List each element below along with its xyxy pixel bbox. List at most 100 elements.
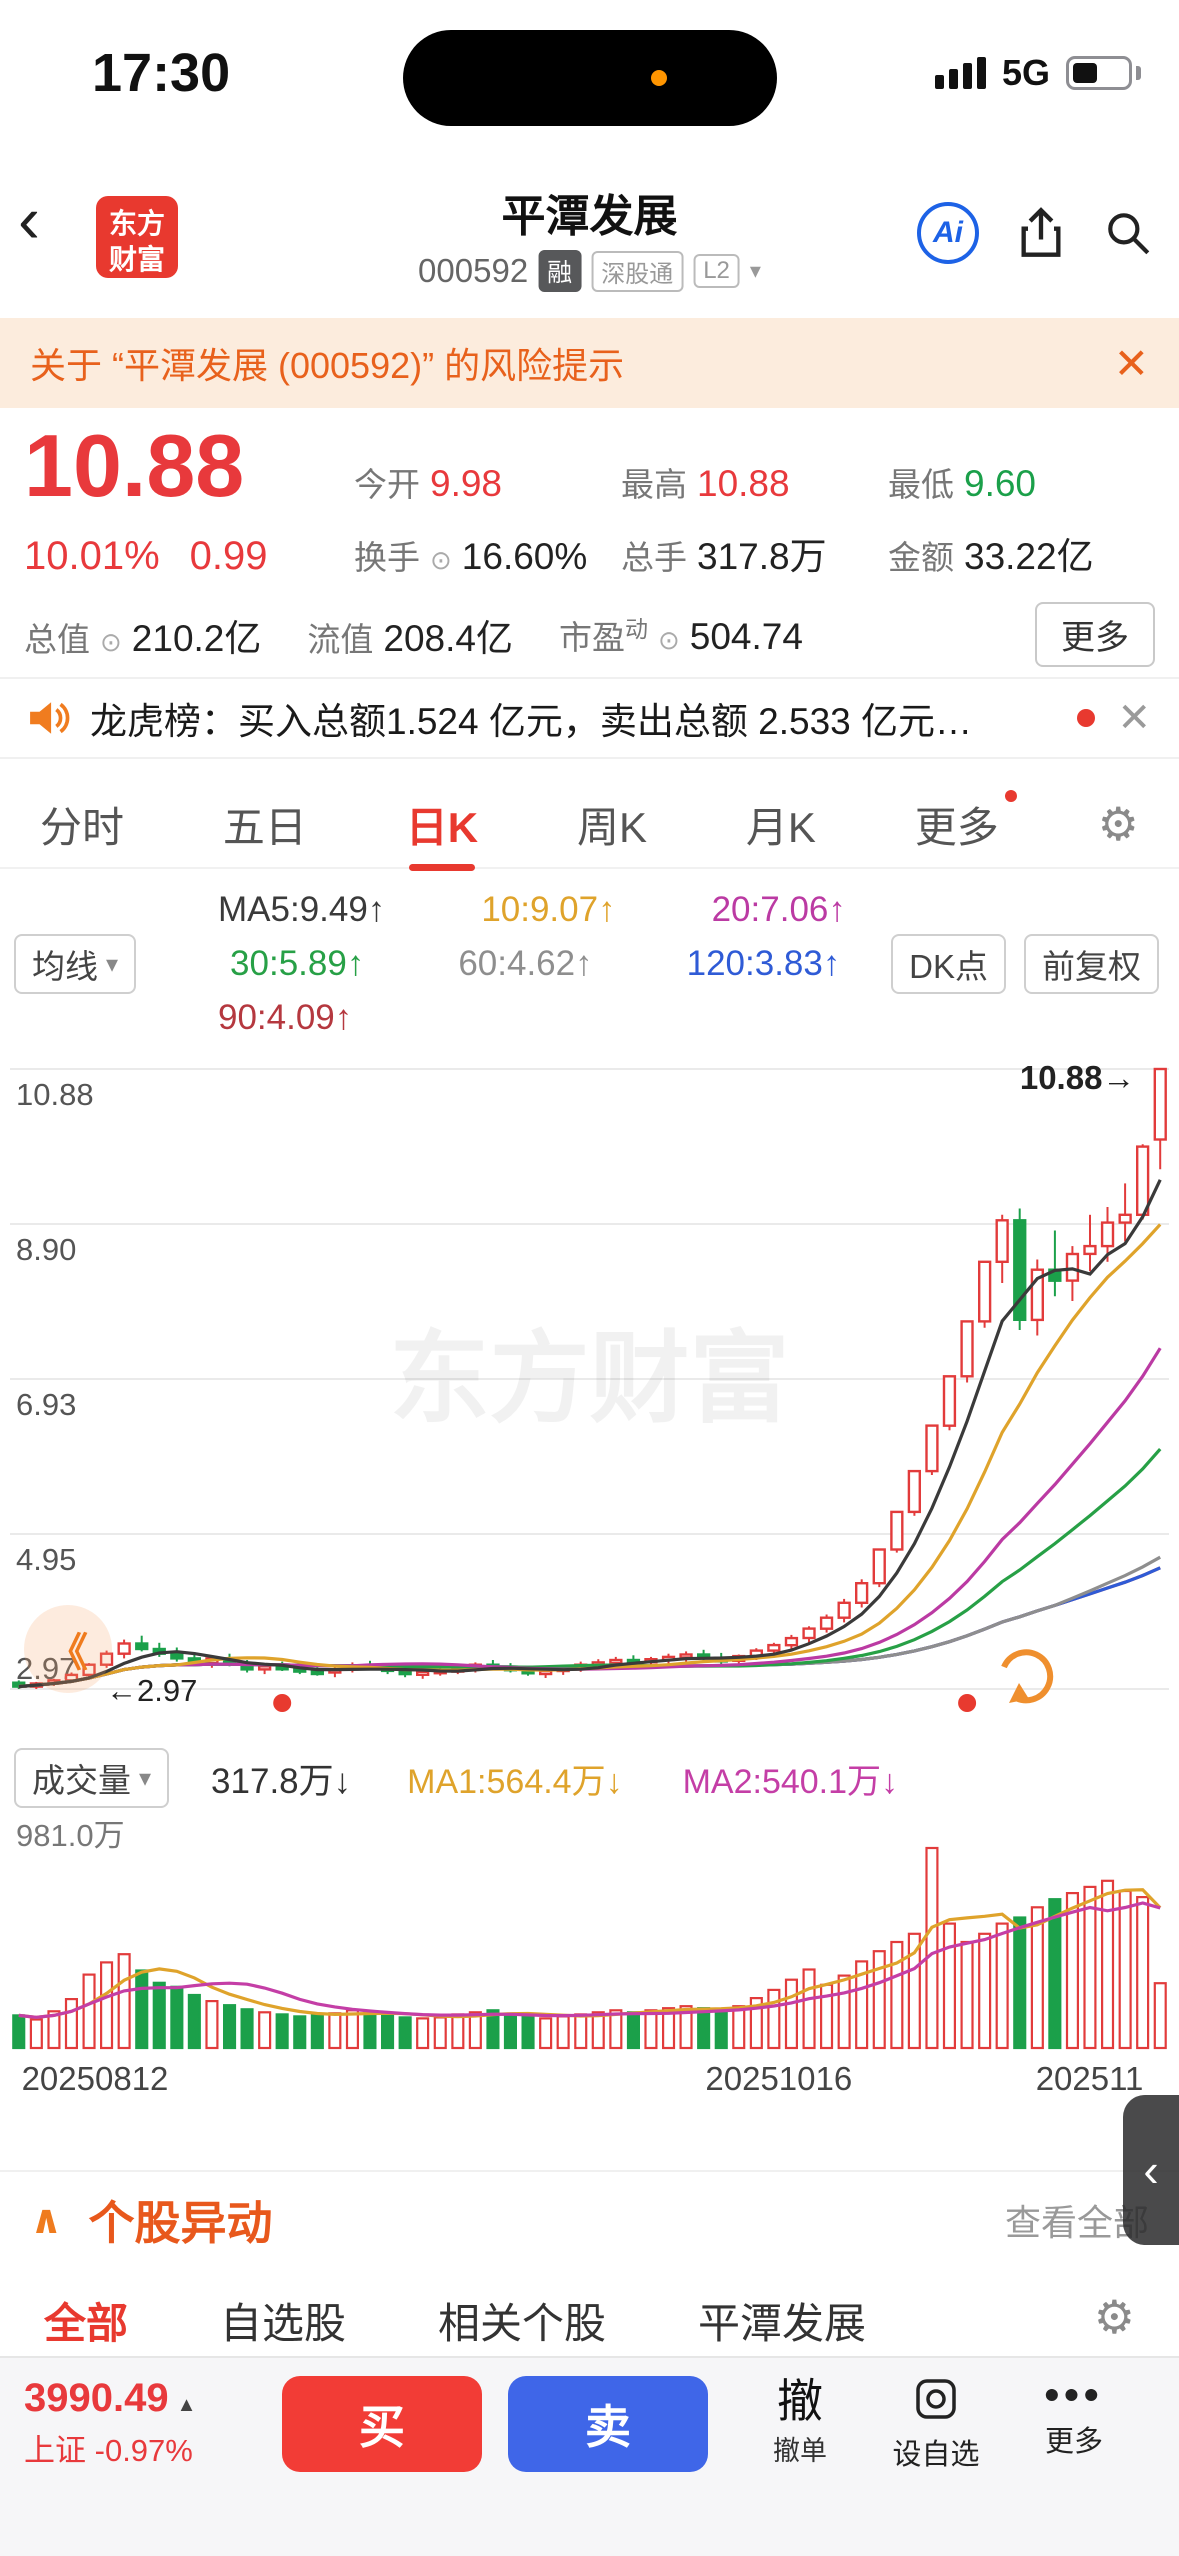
ma120-label: 120:3.83↑: [686, 944, 841, 983]
ai-button[interactable]: Ai: [917, 202, 979, 264]
tab-more[interactable]: 更多: [915, 789, 1017, 855]
svg-text:8.90: 8.90: [16, 1232, 76, 1267]
risk-warning-banner[interactable]: 关于 “平潭发展 (000592)” 的风险提示 ✕: [0, 318, 1179, 408]
close-icon[interactable]: ✕: [1117, 696, 1151, 740]
collapse-left-button[interactable]: 《: [24, 1605, 112, 1693]
ma20-label: 20:7.06↑: [711, 890, 846, 929]
floatcap-value: 208.4亿: [383, 617, 513, 659]
camera-indicator-dot: [650, 70, 667, 86]
adjust-mode-button[interactable]: 前复权: [1024, 934, 1159, 994]
stock-code: 000592: [418, 252, 529, 289]
add-watchlist-button[interactable]: 设自选: [886, 2376, 986, 2473]
ma30-label: 30:5.89↑: [230, 944, 365, 983]
info-icon[interactable]: ⊙: [657, 625, 680, 655]
pe-label: 市盈动: [558, 616, 648, 656]
x-axis-label: 20251016: [705, 2060, 853, 2097]
risk-warning-text: 关于 “平潭发展 (000592)” 的风险提示: [30, 345, 625, 386]
dragon-tiger-banner[interactable]: 龙虎榜：买入总额1.524 亿元，卖出总额 2.533 亿元… ✕: [0, 677, 1179, 759]
level2-badge: L2: [693, 254, 740, 288]
volume-chart-area: 981.0万: [10, 1810, 1169, 2054]
buy-button[interactable]: 买: [282, 2376, 482, 2472]
tab-5day[interactable]: 五日: [222, 803, 307, 851]
change-percent: 10.01%: [24, 534, 160, 578]
search-icon[interactable]: [1103, 208, 1153, 258]
clock: 17:30: [92, 43, 231, 103]
index-quote[interactable]: 3990.49 ▲ 上证 -0.97%: [0, 2376, 250, 2470]
svg-text:4.95: 4.95: [16, 1542, 76, 1577]
watchlist-icon: [916, 2379, 956, 2419]
margin-badge: 融: [538, 250, 582, 292]
info-icon[interactable]: ⊙: [100, 626, 122, 657]
gear-icon[interactable]: ⚙: [1093, 2291, 1135, 2343]
tab-daily-k[interactable]: 日K: [406, 794, 478, 855]
speaker-icon: [30, 702, 70, 734]
ma-selector-button[interactable]: 均线 ▾: [14, 934, 137, 994]
volume-ma1-label: MA1:564.4万↓: [407, 1762, 623, 1801]
eastmoney-logo: 东方 财富: [96, 196, 178, 278]
mktcap-label: 总值: [24, 620, 90, 658]
dragon-tiger-text: 龙虎榜：买入总额1.524 亿元，卖出总额 2.533 亿元…: [90, 701, 973, 742]
status-bar: 17:30 5G: [0, 0, 1179, 180]
trade-bar: 3990.49 ▲ 上证 -0.97% 买 卖 撤 撤单 设自选 ••• 更多: [0, 2356, 1179, 2556]
current-volume: 317.8万↓: [211, 1761, 352, 1801]
cancel-order-button[interactable]: 撤 撤单: [773, 2375, 827, 2466]
volume-ma2-label: MA2:540.1万↓: [682, 1762, 899, 1801]
battery-icon: [1066, 56, 1132, 90]
close-icon[interactable]: ✕: [1113, 339, 1149, 387]
volume-header: 成交量 ▾ 317.8万↓ MA1:564.4万↓ MA2:540.1万↓: [0, 1746, 1179, 1810]
more-actions-button[interactable]: ••• 更多: [1026, 2371, 1122, 2460]
ma90-label: 90:4.09↑: [218, 998, 353, 1037]
chevron-down-icon: ▾: [106, 950, 119, 978]
section-divider: [0, 2104, 1179, 2170]
chevron-down-icon: ▾: [139, 1764, 152, 1792]
open-label: 今开: [354, 466, 420, 503]
collapse-up-icon[interactable]: ∧: [30, 2198, 63, 2242]
tab-minute[interactable]: 分时: [40, 803, 125, 851]
subtab-all[interactable]: 全部: [44, 2300, 129, 2347]
index-change: -0.97%: [94, 2433, 193, 2468]
subtab-watchlist[interactable]: 自选股: [220, 2300, 347, 2347]
tab-weekly-k[interactable]: 周K: [577, 803, 648, 851]
svg-text:6.93: 6.93: [16, 1387, 76, 1422]
high-label: 最高: [621, 466, 687, 503]
indicator-selector-button[interactable]: 成交量 ▾: [14, 1748, 170, 1808]
dynamic-island: [402, 30, 777, 126]
more-quote-button[interactable]: 更多: [1035, 602, 1155, 667]
signal-icon: [934, 57, 986, 89]
notification-dot: [1077, 709, 1096, 727]
x-axis-label: 20250812: [21, 2060, 169, 2097]
movement-filter-tabs: 全部 自选股 相关个股 平潭发展 ⚙: [0, 2268, 1179, 2398]
subtab-related[interactable]: 相关个股: [438, 2300, 607, 2347]
stock-name: 平潭发展: [501, 192, 678, 241]
volume-label: 总手: [621, 539, 687, 576]
ma10-label: 10:9.07↑: [481, 890, 616, 929]
low-value: 9.60: [964, 463, 1037, 504]
subtab-this-stock[interactable]: 平潭发展: [698, 2300, 867, 2347]
high-value: 10.88: [697, 463, 790, 504]
info-icon[interactable]: ⊙: [430, 545, 452, 575]
tab-monthly-k[interactable]: 月K: [745, 803, 816, 851]
amount-value: 33.22亿: [964, 536, 1094, 577]
share-icon[interactable]: [1015, 207, 1067, 259]
dk-point-button[interactable]: DK点: [891, 934, 1006, 994]
sell-button[interactable]: 卖: [508, 2376, 708, 2472]
quote-panel: 10.88 今开 9.98 最高 10.88 最低 9.60 10.01% 0.99 …: [0, 408, 1179, 667]
chevron-down-icon[interactable]: ▾: [749, 258, 761, 283]
volume-chart[interactable]: 981.0万: [10, 1810, 1169, 2054]
low-label: 最低: [888, 466, 954, 503]
battery-tip: [1136, 66, 1141, 80]
ellipsis-icon: •••: [1044, 2371, 1104, 2418]
expand-caret-icon: ▲: [176, 2394, 197, 2416]
back-button[interactable]: ‹: [18, 182, 40, 256]
gear-icon[interactable]: ⚙: [1097, 798, 1139, 850]
amount-label: 金额: [888, 539, 954, 576]
change-value: 0.99: [189, 534, 268, 578]
ma-panel: MA5:9.49↑ 10:9.07↑ 20:7.06↑ 均线 ▾ 30:5.89↑…: [0, 869, 1179, 1049]
title-block: 平潭发展 000592 融 深股通 L2 ▾: [418, 180, 761, 292]
side-drawer-handle[interactable]: ‹: [1123, 2095, 1179, 2245]
turnover-value: 16.60%: [461, 536, 588, 577]
change-block: 10.01% 0.99: [24, 534, 354, 579]
chart-period-tabs: 分时 五日 日K 周K 月K 更多 ⚙: [0, 781, 1179, 869]
